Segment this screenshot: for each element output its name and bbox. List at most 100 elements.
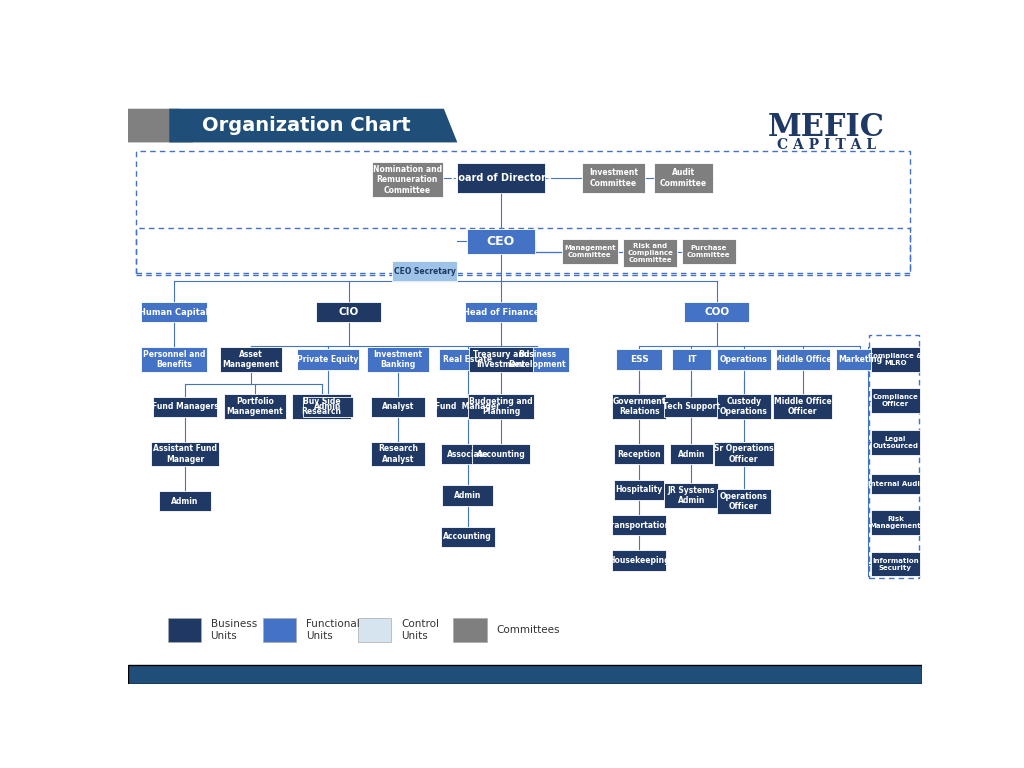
Text: Private Equity: Private Equity xyxy=(297,355,358,364)
FancyBboxPatch shape xyxy=(582,163,645,193)
FancyBboxPatch shape xyxy=(614,479,664,500)
FancyBboxPatch shape xyxy=(358,618,391,642)
Text: Information
Security: Information Security xyxy=(872,558,919,571)
FancyBboxPatch shape xyxy=(624,239,677,267)
Text: Risk
Management: Risk Management xyxy=(869,516,922,529)
Text: MEFIC: MEFIC xyxy=(768,112,885,143)
FancyBboxPatch shape xyxy=(870,347,920,372)
Text: Housekeeping: Housekeeping xyxy=(608,556,670,565)
FancyBboxPatch shape xyxy=(673,349,711,369)
FancyBboxPatch shape xyxy=(653,163,714,193)
Text: Investment
Committee: Investment Committee xyxy=(589,168,638,187)
FancyBboxPatch shape xyxy=(465,302,537,323)
Text: Head of Finance: Head of Finance xyxy=(463,308,540,316)
Text: Compliance &
MLRO: Compliance & MLRO xyxy=(868,353,923,366)
Text: Admin: Admin xyxy=(314,402,342,411)
Text: Sr Operations
Officer: Sr Operations Officer xyxy=(714,445,774,464)
Text: JR Systems
Admin: JR Systems Admin xyxy=(668,486,715,505)
FancyBboxPatch shape xyxy=(436,397,500,417)
FancyBboxPatch shape xyxy=(870,510,920,535)
Text: ESS: ESS xyxy=(630,355,648,364)
Text: CIO: CIO xyxy=(339,307,358,317)
FancyBboxPatch shape xyxy=(454,618,486,642)
FancyBboxPatch shape xyxy=(870,551,920,577)
Text: Business
Development: Business Development xyxy=(509,349,566,369)
Text: Admin: Admin xyxy=(678,449,706,458)
FancyBboxPatch shape xyxy=(141,302,207,323)
Text: Accounting: Accounting xyxy=(443,532,493,541)
FancyBboxPatch shape xyxy=(168,618,201,642)
FancyBboxPatch shape xyxy=(616,349,663,369)
FancyBboxPatch shape xyxy=(297,349,359,369)
FancyBboxPatch shape xyxy=(506,347,569,372)
Text: Risk and
Compliance
Committee: Risk and Compliance Committee xyxy=(628,243,673,263)
Text: Organization Chart: Organization Chart xyxy=(203,116,411,134)
FancyBboxPatch shape xyxy=(836,349,885,369)
FancyBboxPatch shape xyxy=(773,394,833,419)
FancyBboxPatch shape xyxy=(469,347,532,372)
Text: Admin: Admin xyxy=(454,491,481,500)
FancyBboxPatch shape xyxy=(442,485,494,505)
Text: IT: IT xyxy=(687,355,696,364)
FancyBboxPatch shape xyxy=(439,349,497,369)
Text: Board of Directors: Board of Directors xyxy=(451,173,551,183)
FancyBboxPatch shape xyxy=(614,444,664,464)
FancyBboxPatch shape xyxy=(152,442,219,466)
Text: Investment
Banking: Investment Banking xyxy=(374,349,422,369)
FancyBboxPatch shape xyxy=(670,444,714,464)
Text: Government
Relations: Government Relations xyxy=(612,397,666,416)
Text: C A P I T A L: C A P I T A L xyxy=(777,138,876,152)
FancyBboxPatch shape xyxy=(467,229,535,253)
FancyBboxPatch shape xyxy=(392,261,458,281)
Text: COO: COO xyxy=(705,307,729,317)
FancyBboxPatch shape xyxy=(303,397,352,417)
FancyBboxPatch shape xyxy=(141,347,207,372)
FancyBboxPatch shape xyxy=(717,349,771,369)
Text: Treasury and
Investment: Treasury and Investment xyxy=(473,349,529,369)
Text: Analyst: Analyst xyxy=(382,402,414,411)
FancyBboxPatch shape xyxy=(714,442,773,466)
FancyBboxPatch shape xyxy=(316,302,381,323)
Text: Operations
Officer: Operations Officer xyxy=(720,492,768,511)
Text: Reception: Reception xyxy=(617,449,660,458)
FancyBboxPatch shape xyxy=(775,349,829,369)
Text: Audit
Committee: Audit Committee xyxy=(659,168,708,187)
Text: Middle Office
Officer: Middle Office Officer xyxy=(774,397,831,416)
FancyBboxPatch shape xyxy=(717,489,771,514)
Text: Buy Side
Research: Buy Side Research xyxy=(302,397,342,416)
Text: Admin: Admin xyxy=(171,497,199,506)
FancyBboxPatch shape xyxy=(128,664,922,684)
Text: Compliance
Officer: Compliance Officer xyxy=(872,394,919,407)
FancyBboxPatch shape xyxy=(220,347,282,372)
Text: Functional
Units: Functional Units xyxy=(306,620,359,641)
Text: Budgeting and
Planning: Budgeting and Planning xyxy=(469,397,532,416)
Text: Assistant Fund
Manager: Assistant Fund Manager xyxy=(154,445,217,464)
FancyBboxPatch shape xyxy=(292,394,351,419)
FancyBboxPatch shape xyxy=(367,347,429,372)
FancyBboxPatch shape xyxy=(682,240,736,264)
FancyBboxPatch shape xyxy=(684,302,750,323)
Text: CEO: CEO xyxy=(486,235,515,248)
Text: Hospitality: Hospitality xyxy=(615,485,663,494)
Text: Fund Managers: Fund Managers xyxy=(152,402,218,411)
Text: Control
Units: Control Units xyxy=(401,620,439,641)
FancyBboxPatch shape xyxy=(612,394,666,419)
FancyBboxPatch shape xyxy=(371,397,425,417)
Text: Internal Audit: Internal Audit xyxy=(867,481,923,487)
FancyBboxPatch shape xyxy=(562,240,617,264)
FancyBboxPatch shape xyxy=(472,444,529,464)
Text: Business
Units: Business Units xyxy=(211,620,257,641)
Text: Transportation: Transportation xyxy=(607,521,671,529)
FancyBboxPatch shape xyxy=(440,444,495,464)
Text: Research
Analyst: Research Analyst xyxy=(378,445,418,464)
FancyBboxPatch shape xyxy=(870,474,920,494)
FancyBboxPatch shape xyxy=(612,515,666,535)
Text: Nomination and
Remuneration
Committee: Nomination and Remuneration Committee xyxy=(373,165,442,194)
Polygon shape xyxy=(128,109,194,142)
FancyBboxPatch shape xyxy=(372,162,443,197)
Polygon shape xyxy=(169,109,458,142)
FancyBboxPatch shape xyxy=(665,483,719,508)
FancyBboxPatch shape xyxy=(371,442,425,466)
FancyBboxPatch shape xyxy=(263,618,296,642)
FancyBboxPatch shape xyxy=(468,394,534,419)
